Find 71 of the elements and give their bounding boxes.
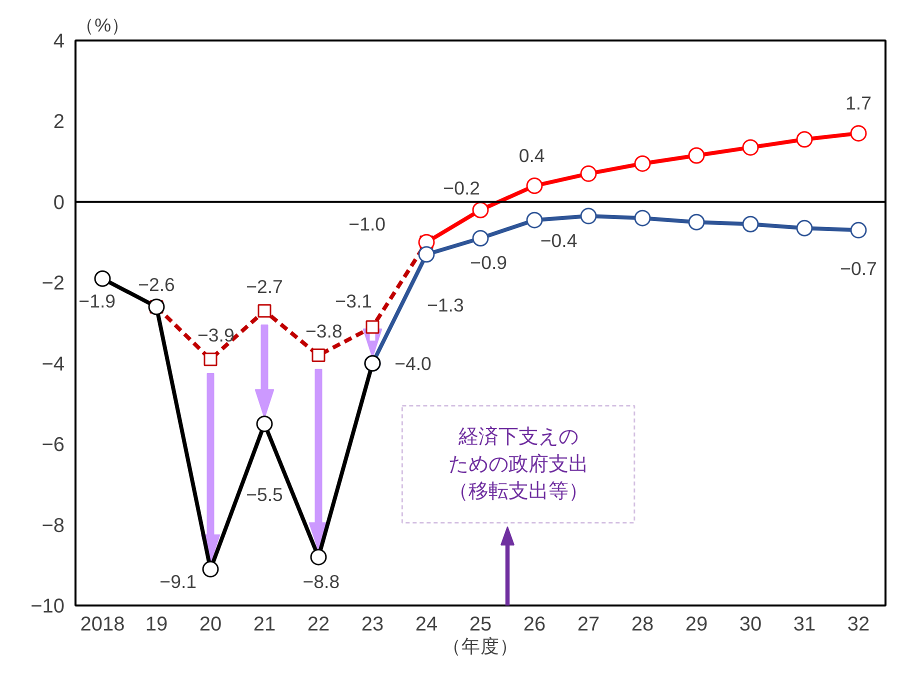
x-tick-label: 31 bbox=[793, 614, 816, 636]
point bbox=[202, 560, 219, 578]
y-tick-label: −6 bbox=[42, 434, 65, 456]
point bbox=[850, 222, 867, 238]
x-tick-label: 23 bbox=[361, 614, 384, 636]
data-label: −8.8 bbox=[302, 570, 340, 592]
y-tick-label: −4 bbox=[42, 353, 65, 376]
point bbox=[204, 352, 218, 366]
annotation: ための政府支出 bbox=[448, 453, 588, 476]
point bbox=[312, 348, 326, 362]
x-tick-label: 26 bbox=[523, 614, 546, 636]
data-label: −2.7 bbox=[246, 276, 283, 298]
x-tick-label: 21 bbox=[253, 614, 276, 636]
point bbox=[796, 131, 813, 148]
data-label: −1.9 bbox=[78, 290, 116, 312]
data-label: −2.6 bbox=[138, 274, 175, 296]
point bbox=[688, 147, 705, 164]
point bbox=[634, 210, 651, 226]
point bbox=[256, 416, 273, 432]
point bbox=[634, 155, 651, 172]
x-tick-label: 30 bbox=[739, 614, 762, 636]
y-tick-label: 4 bbox=[53, 30, 64, 52]
point bbox=[850, 125, 867, 142]
y-tick-label: 0 bbox=[53, 192, 64, 214]
point bbox=[580, 165, 597, 182]
data-label: −0.2 bbox=[443, 177, 480, 198]
data-label: −0.4 bbox=[540, 230, 578, 251]
x-tick-label: 28 bbox=[631, 614, 654, 636]
x-tick-label: 32 bbox=[847, 614, 870, 636]
data-label: 1.7 bbox=[846, 92, 872, 114]
annotation: （移転支出等） bbox=[448, 480, 588, 503]
x-tick-label: 19 bbox=[145, 614, 168, 636]
data-label: −9.1 bbox=[160, 570, 197, 592]
y-tick-label: 2 bbox=[53, 111, 64, 134]
data-label: −3.1 bbox=[335, 290, 372, 312]
y-tick-label: −2 bbox=[42, 272, 65, 295]
data-label: −1.3 bbox=[426, 294, 464, 316]
x-tick-label: 2018 bbox=[80, 614, 125, 636]
point bbox=[258, 304, 272, 318]
x-tick-label: 25 bbox=[469, 614, 492, 636]
x-axis-title: （年度） bbox=[442, 636, 518, 656]
y-axis-title: （%） bbox=[76, 14, 130, 36]
y-tick-label: −8 bbox=[42, 514, 65, 537]
point bbox=[796, 220, 813, 236]
point bbox=[742, 139, 759, 156]
x-tick-label: 22 bbox=[307, 614, 330, 636]
data-label: −1.0 bbox=[348, 214, 386, 235]
point bbox=[94, 270, 111, 287]
point bbox=[688, 214, 705, 230]
point bbox=[418, 246, 435, 263]
data-label: −5.5 bbox=[246, 484, 283, 506]
data-label: −0.7 bbox=[840, 258, 877, 280]
point bbox=[472, 230, 489, 246]
point bbox=[366, 320, 380, 334]
point bbox=[526, 178, 543, 194]
point bbox=[580, 208, 597, 224]
point bbox=[526, 212, 543, 228]
data-label: −3.9 bbox=[197, 324, 234, 346]
data-label: −4.0 bbox=[394, 352, 432, 374]
x-tick-label: 27 bbox=[577, 614, 600, 636]
x-tick-label: 29 bbox=[685, 614, 708, 636]
annotation: 経済下支えの bbox=[457, 426, 578, 448]
y-tick-label: −10 bbox=[30, 596, 65, 618]
point bbox=[742, 216, 759, 232]
x-tick-label: 20 bbox=[199, 614, 222, 636]
x-tick-label: 24 bbox=[415, 614, 438, 636]
data-label: 0.4 bbox=[518, 145, 545, 166]
data-label: −3.8 bbox=[305, 320, 342, 342]
point bbox=[472, 202, 489, 218]
point bbox=[310, 548, 327, 566]
data-label: −0.9 bbox=[470, 252, 508, 273]
